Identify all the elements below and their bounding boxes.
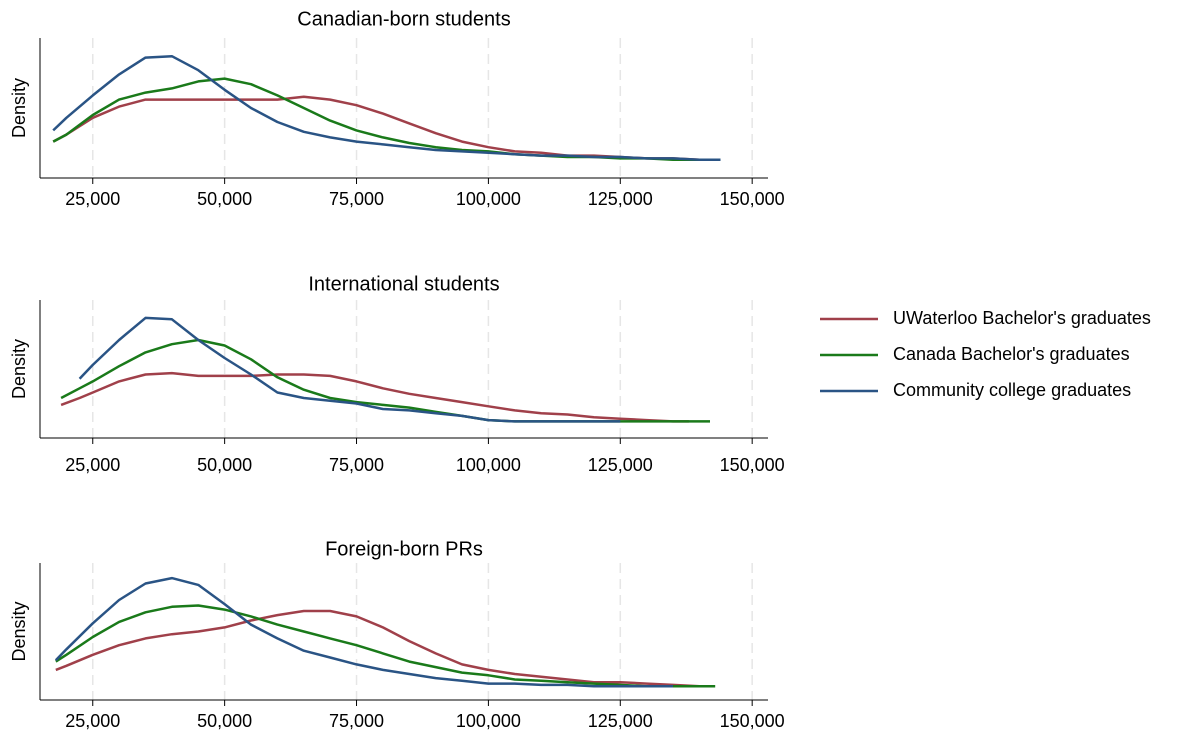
x-tick-label: 150,000 — [720, 711, 785, 731]
x-tick-label: 50,000 — [197, 455, 252, 475]
density-line — [55, 604, 716, 688]
x-tick-label: 50,000 — [197, 189, 252, 209]
density-line — [52, 54, 721, 162]
x-tick-label: 25,000 — [65, 189, 120, 209]
x-tick-label: 150,000 — [720, 455, 785, 475]
x-tick-label: 125,000 — [588, 189, 653, 209]
y-axis-label: Density — [9, 339, 29, 399]
density-line — [60, 371, 689, 423]
legend-label: UWaterloo Bachelor's graduates — [893, 308, 1151, 328]
x-tick-label: 75,000 — [329, 189, 384, 209]
x-tick-label: 75,000 — [329, 455, 384, 475]
x-tick-label: 100,000 — [456, 189, 521, 209]
x-tick-label: 125,000 — [588, 711, 653, 731]
x-tick-label: 150,000 — [720, 189, 785, 209]
density-line — [78, 316, 621, 423]
x-tick-label: 100,000 — [456, 711, 521, 731]
legend-label: Community college graduates — [893, 380, 1131, 400]
x-tick-label: 100,000 — [456, 455, 521, 475]
x-tick-label: 75,000 — [329, 711, 384, 731]
density-line — [54, 576, 673, 688]
x-tick-label: 25,000 — [65, 711, 120, 731]
legend-label: Canada Bachelor's graduates — [893, 344, 1130, 364]
panel-title: Canadian-born students — [297, 8, 510, 30]
panel-title: International students — [308, 273, 499, 295]
x-tick-label: 125,000 — [588, 455, 653, 475]
y-axis-label: Density — [9, 601, 29, 661]
y-axis-label: Density — [9, 78, 29, 138]
density-line — [55, 609, 700, 688]
x-tick-label: 50,000 — [197, 711, 252, 731]
x-tick-label: 25,000 — [65, 455, 120, 475]
panel-title: Foreign-born PRs — [325, 538, 483, 560]
